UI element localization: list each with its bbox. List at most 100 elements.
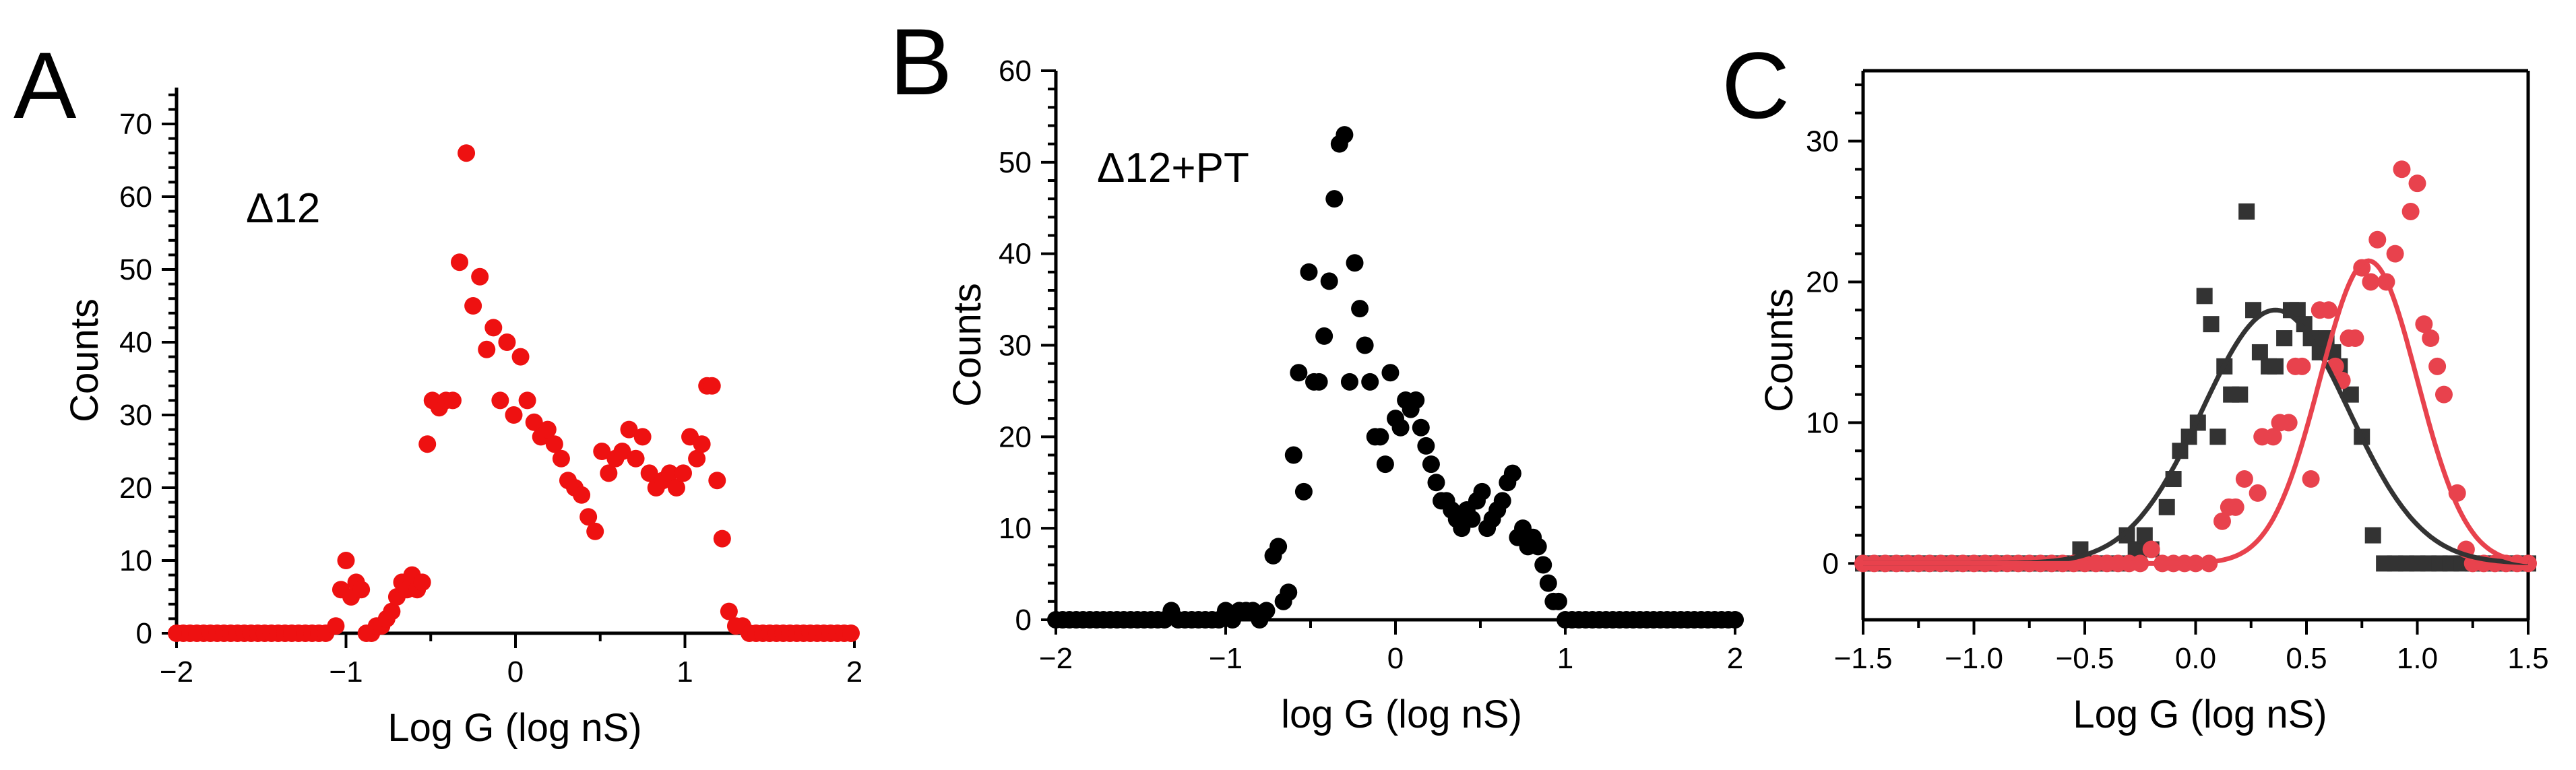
- panel-c-data-point: [2196, 288, 2213, 304]
- panel-b-data-point: [1726, 611, 1744, 629]
- panel-b-data-point: [1300, 263, 1318, 281]
- panel-a-x-tick-label: −2: [160, 655, 193, 688]
- panel-b-annotation: Δ12+PT: [1097, 145, 1249, 191]
- panel-c-x-tick-label: 1.5: [2507, 642, 2548, 675]
- panel-b-data-point: [1356, 336, 1374, 354]
- panel-a-data-point: [586, 522, 604, 540]
- panel-b-data-point: [1320, 272, 1338, 290]
- panel-b-data-point: [1422, 455, 1440, 474]
- panel-c-data-point: [2346, 329, 2364, 348]
- panel-b-data-point: [1539, 574, 1557, 592]
- panel-c-data-point: [2368, 230, 2387, 249]
- panel-a-data-point: [458, 144, 476, 162]
- panel-b-x-tick-label: −1: [1209, 642, 1243, 675]
- panel-c-data-point: [2293, 357, 2311, 375]
- panel-b-data-point: [1412, 418, 1430, 437]
- panel-c-x-tick-label: −0.5: [2056, 642, 2114, 675]
- panel-a-data-point: [573, 486, 591, 504]
- panel-b-x-tick-label: 0: [1387, 642, 1404, 675]
- panel-a-data-point: [518, 391, 536, 410]
- panel-a-data-point: [352, 581, 371, 599]
- panel-a-data-point: [337, 552, 355, 569]
- panel-c-data-point: [2428, 357, 2447, 375]
- panel-a-data-point: [464, 297, 482, 315]
- panel-c-data-point: [2401, 202, 2420, 220]
- panel-a-data-point: [538, 420, 557, 439]
- panel-c-data-point: [2386, 245, 2404, 263]
- panel-c-data-point: [2136, 527, 2153, 544]
- panel-a-y-tick-label: 40: [119, 326, 152, 359]
- panel-a-xlabel: Log G (log nS): [387, 706, 641, 750]
- panel-c-data-point: [2142, 540, 2160, 558]
- panel-letter-a: A: [13, 32, 77, 138]
- panel-b-y-tick-label: 0: [1015, 604, 1032, 637]
- panel-b-x-tick-label: 1: [1557, 642, 1573, 675]
- panel-a-data-point: [613, 443, 631, 460]
- panel-b-data-point: [1427, 474, 1445, 492]
- panel-b-y-tick-label: 20: [999, 420, 1032, 453]
- panel-a-data-point: [627, 449, 645, 468]
- panel-c-data-point: [2235, 470, 2253, 488]
- panel-a-data-point: [674, 464, 692, 482]
- panel-a-x-tick-label: 0: [507, 655, 524, 688]
- panel-c-data-point: [2434, 385, 2453, 404]
- panel-b-data-point: [1371, 428, 1389, 446]
- panel-c-data-point: [2209, 428, 2226, 445]
- panel-a-data-point: [667, 479, 685, 496]
- panel-a-data-point: [327, 617, 345, 635]
- panel-c-y-tick-label: 30: [1806, 125, 1839, 158]
- panel-a-data-point: [418, 435, 437, 453]
- panel-b-data-point: [1529, 538, 1547, 556]
- panel-c-data-point: [2302, 470, 2320, 488]
- panel-b-data-point: [1280, 583, 1298, 602]
- panel-a-data-point: [443, 391, 462, 410]
- panel-c-x-tick-label: 0.0: [2175, 642, 2216, 675]
- panel-c-data-point: [2408, 174, 2426, 193]
- panel-b-data-point: [1417, 437, 1435, 455]
- panel-c-data-point: [2226, 498, 2244, 516]
- panel-c-data-point: [2362, 273, 2380, 291]
- panel-letter-b: B: [889, 9, 952, 115]
- panel-a-data-point: [471, 267, 489, 286]
- panel-c-data-point: [2364, 527, 2381, 544]
- panel-b-data-point: [1257, 602, 1276, 620]
- panel-a-y-tick-label: 20: [119, 472, 152, 505]
- panel-c-x-tick-label: 1.0: [2397, 642, 2438, 675]
- panel-b-data-point: [1534, 556, 1552, 574]
- panel-b-data-point: [1336, 126, 1354, 144]
- panel-b-data-point: [1493, 492, 1511, 510]
- panel-a-data-point: [633, 428, 652, 446]
- panel-a-data-point: [708, 472, 726, 490]
- panel-b-data-point: [1310, 373, 1328, 391]
- panel-c-data-point: [2519, 554, 2537, 573]
- panel-b-x-tick-label: −2: [1039, 642, 1073, 675]
- panel-b-y-tick-label: 10: [999, 512, 1032, 545]
- panel-b: B Δ12+PT log G (log nS) Counts −2 −1 0 1 201…: [889, 9, 1744, 736]
- panel-a-data-point: [491, 391, 509, 410]
- panel-a-data-point: [413, 573, 431, 591]
- panel-a-data-point: [640, 464, 658, 482]
- panel-b-data-point: [1473, 482, 1491, 501]
- panel-a-y-tick-label: 30: [119, 399, 152, 432]
- panel-c-x-tick-label: −1.5: [1834, 642, 1893, 675]
- panel-a: A Δ12 Log G (log nS) Counts −2 −1 0 1 201020…: [13, 32, 862, 750]
- panel-a-data-point: [713, 530, 731, 548]
- panel-b-y-tick-label: 60: [999, 55, 1032, 88]
- panel-b-xlabel: log G (log nS): [1281, 693, 1522, 736]
- panel-b-y-tick-label: 50: [999, 146, 1032, 179]
- panel-a-y-tick-label: 0: [136, 617, 152, 650]
- panel-b-data-point: [1284, 446, 1302, 464]
- panel-a-data-point: [593, 443, 611, 460]
- panel-a-data-point: [579, 508, 598, 526]
- panel-b-series-0: [1047, 126, 1744, 629]
- panel-b-data-point: [1294, 482, 1313, 501]
- panel-b-data-point: [1315, 327, 1333, 345]
- panel-c-data-point: [2280, 414, 2298, 432]
- panel-a-data-point: [688, 449, 706, 468]
- panel-a-data-point: [545, 435, 563, 453]
- panel-a-data-point: [620, 420, 638, 439]
- panel-c-data-point: [2251, 344, 2268, 360]
- panel-c-data-point: [2319, 301, 2337, 319]
- panel-c-data-point: [2264, 428, 2282, 446]
